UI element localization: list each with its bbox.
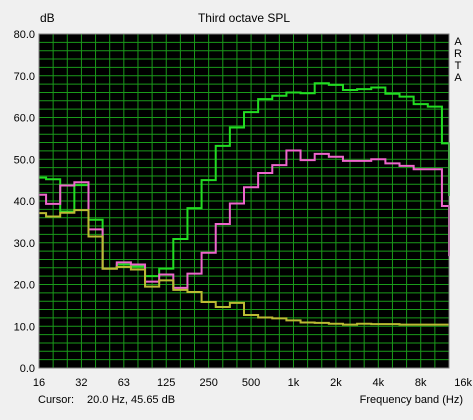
plot-frame: [38, 33, 450, 369]
series-line-3: [39, 209, 449, 326]
y-tick-label: 80.0: [14, 29, 35, 41]
x-tick-label: 250: [199, 377, 217, 389]
side-label-letter: A: [454, 36, 462, 48]
cursor-label: Cursor:: [38, 394, 75, 406]
cursor-readout: 20.0 Hz, 45.65 dB: [87, 394, 176, 406]
y-tick-label: 0.0: [20, 363, 35, 375]
y-tick-label: 50.0: [14, 154, 35, 166]
x-tick-label: 1k: [288, 377, 300, 389]
y-axis-label: dB: [40, 11, 55, 25]
side-label-letter: A: [454, 72, 462, 84]
x-tick-label: 125: [157, 377, 175, 389]
side-label-letter: T: [455, 60, 462, 72]
x-tick-label: 4k: [372, 377, 384, 389]
y-tick-label: 20.0: [14, 280, 35, 292]
y-tick-label: 60.0: [14, 113, 35, 125]
x-tick-label: 16: [33, 377, 45, 389]
chart-title: Third octave SPL: [198, 11, 290, 25]
x-tick-label: 63: [118, 377, 130, 389]
x-tick-label: 16k: [454, 377, 472, 389]
y-tick-label: 40.0: [14, 196, 35, 208]
y-tick-label: 10.0: [14, 321, 35, 333]
x-tick-label: 32: [75, 377, 87, 389]
x-tick-label: 500: [242, 377, 260, 389]
side-label-letter: R: [454, 48, 462, 60]
y-tick-label: 30.0: [14, 238, 35, 250]
y-tick-label: 70.0: [14, 71, 35, 83]
x-tick-label: 8k: [415, 377, 427, 389]
x-axis-label: Frequency band (Hz): [359, 394, 463, 406]
x-tick-label: 2k: [330, 377, 342, 389]
